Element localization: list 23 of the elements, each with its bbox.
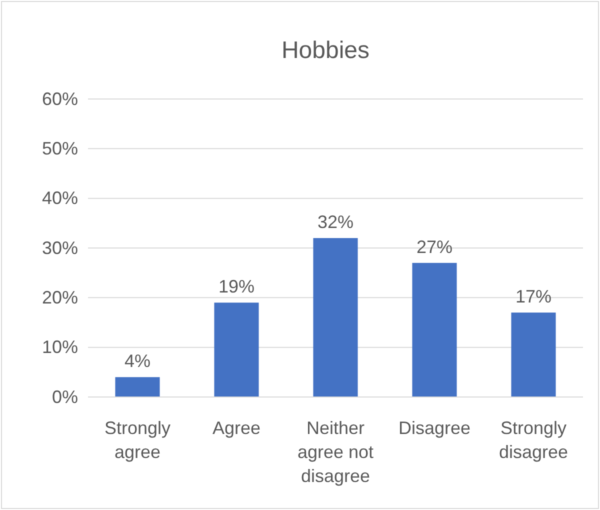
data-label: 19% <box>218 276 255 297</box>
data-label: 17% <box>515 286 552 307</box>
x-tick-label: Neither agree not disagree <box>297 418 374 486</box>
y-tick-label: 20% <box>42 287 78 308</box>
data-label: 27% <box>416 236 453 257</box>
bar <box>313 238 358 397</box>
x-tick-label: Strongly agree <box>104 418 171 462</box>
y-tick-label: 40% <box>42 188 78 208</box>
bar <box>214 302 259 397</box>
x-tick-label: Disagree <box>398 418 471 438</box>
x-tick-label: Agree <box>212 418 261 438</box>
bar <box>115 377 160 397</box>
y-tick-label: 60% <box>42 88 78 109</box>
chart-title: Hobbies <box>281 37 370 64</box>
y-tick-label: 0% <box>52 386 78 407</box>
y-tick-label: 30% <box>42 238 78 258</box>
x-tick-label: Strongly disagree <box>498 418 568 462</box>
data-label: 4% <box>124 351 151 372</box>
data-label: 32% <box>317 212 354 232</box>
y-tick-label: 50% <box>42 138 78 158</box>
y-tick-label: 10% <box>42 337 78 358</box>
bar <box>412 262 457 397</box>
bar <box>511 312 556 397</box>
